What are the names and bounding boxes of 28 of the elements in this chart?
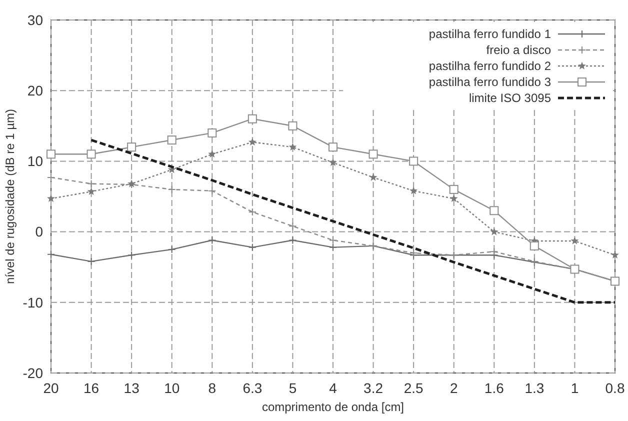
y-tick-label: 30 — [27, 12, 44, 28]
x-tick-label: 1.6 — [484, 380, 504, 396]
legend-label: limite ISO 3095 — [468, 91, 552, 106]
legend-label: pastilha ferro fundido 1 — [428, 27, 552, 42]
x-axis-title: comprimento de onda [cm] — [262, 400, 404, 414]
x-tick-label: 10 — [164, 380, 180, 396]
y-tick-label: -20 — [22, 364, 44, 381]
y-tick-label: 0 — [35, 224, 44, 240]
x-tick-label: 2 — [450, 380, 458, 396]
x-tick-label: 8 — [208, 380, 216, 396]
x-tick-label: 13 — [124, 380, 140, 396]
legend-label: pastilha ferro fundido 2 — [428, 59, 552, 74]
x-tick-label: 0.8 — [605, 380, 625, 396]
legend-label: pastilha ferro fundido 3 — [428, 75, 552, 90]
y-axis-title: nível de rugosidade (dB re 1 µm) — [3, 108, 17, 284]
x-tick-label: 2.5 — [404, 380, 424, 396]
x-tick-label: 6.3 — [242, 380, 262, 396]
x-tick-label: 3.2 — [364, 380, 384, 396]
legend-label: freio a disco — [486, 43, 552, 58]
y-tick-label: -10 — [22, 294, 44, 310]
x-tick-label: 20 — [43, 380, 59, 396]
y-tick-label: 10 — [27, 153, 44, 170]
x-tick-label: 1 — [570, 380, 579, 396]
x-tick-label: 4 — [329, 380, 338, 396]
x-tick-label: 16 — [83, 380, 100, 396]
x-tick-label: 5 — [288, 380, 297, 396]
y-tick-label: 20 — [27, 82, 44, 98]
x-tick-label: 1.3 — [524, 380, 544, 396]
